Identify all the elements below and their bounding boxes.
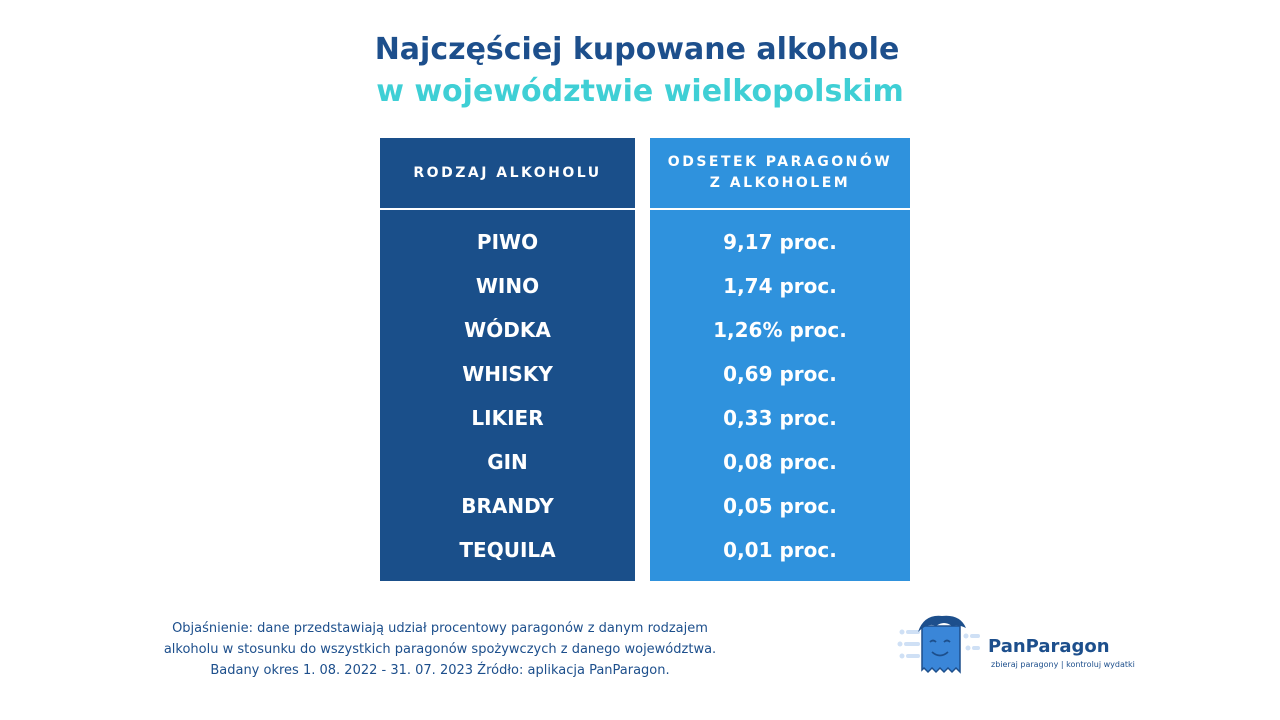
header-divider (650, 208, 910, 210)
receipt-share-cell: 0,69 proc. (723, 362, 837, 386)
alcohol-type-header: RODZAJ ALKOHOLU (413, 164, 602, 181)
receipt-share-cell: 1,74 proc. (723, 274, 837, 298)
alcohol-type-cell: WÓDKA (464, 318, 551, 342)
page-subtitle: w województwie wielkopolskim (376, 74, 904, 109)
receipt-share-cell: 9,17 proc. (723, 230, 837, 254)
brand-name: PanParagon (988, 636, 1110, 657)
alcohol-type-column: RODZAJ ALKOHOLU PIWO WINO WÓDKA WHISKY LIKIE… (380, 138, 635, 581)
alcohol-type-cell: WHISKY (462, 362, 553, 386)
alcohol-type-cell: WINO (475, 274, 540, 298)
receipt-share-header: ODSETEK PARAGONÓW Z ALKOHOLEM (667, 154, 893, 191)
alcohol-type-cell: LIKIER (471, 406, 544, 430)
alcohol-type-cell: BRANDY (461, 494, 554, 518)
alcohol-type-cell: PIWO (476, 230, 539, 254)
receipt-share-cell: 0,33 proc. (723, 406, 837, 430)
alcohol-type-rows: PIWO WINO WÓDKA WHISKY LIKIER GIN BRANDY TEQUIL… (380, 210, 635, 572)
page-title: Najczęściej kupowane alkohole (374, 32, 900, 67)
header-divider (380, 208, 635, 210)
footnote-line: Objaśnienie: dane przedstawiają udział p… (172, 621, 708, 636)
receipt-share-cell: 1,26% proc. (713, 318, 847, 342)
receipt-share-cell: 0,05 proc. (723, 494, 837, 518)
footnote-line: alkoholu w stosunku do wszystkich parago… (163, 642, 717, 657)
footnote: Objaśnienie: dane przedstawiają udział p… (110, 618, 770, 681)
brand-tagline: zbieraj paragony | kontroluj wydatki (991, 660, 1135, 669)
alcohol-type-cell: GIN (487, 450, 528, 474)
receipt-share-cell: 0,08 proc. (723, 450, 837, 474)
brand-logo: PanParagon zbieraj paragony | kontroluj … (896, 612, 1135, 682)
receipt-share-rows: 9,17 proc. 1,74 proc. 1,26% proc. 0,69 proc… (650, 210, 910, 572)
receipt-mascot-logo-icon (897, 615, 980, 674)
receipt-share-column: ODSETEK PARAGONÓW Z ALKOHOLEM 9,17 proc.… (650, 138, 910, 581)
receipt-share-cell: 0,01 proc. (723, 538, 837, 562)
footnote-line: Badany okres 1. 08. 2022 - 31. 07. 2023 … (210, 663, 670, 678)
alcohol-type-cell: TEQUILA (459, 538, 556, 562)
